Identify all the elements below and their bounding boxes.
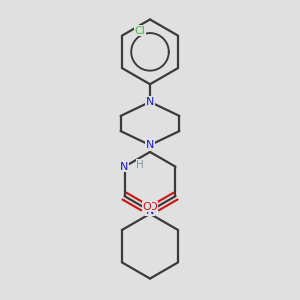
Text: O: O: [142, 202, 152, 212]
Text: N: N: [146, 206, 154, 216]
Text: N: N: [146, 140, 154, 150]
Text: N: N: [146, 97, 154, 107]
Text: Cl: Cl: [134, 26, 145, 36]
Text: N: N: [120, 162, 129, 172]
Text: H: H: [136, 160, 144, 170]
Text: O: O: [148, 202, 158, 212]
